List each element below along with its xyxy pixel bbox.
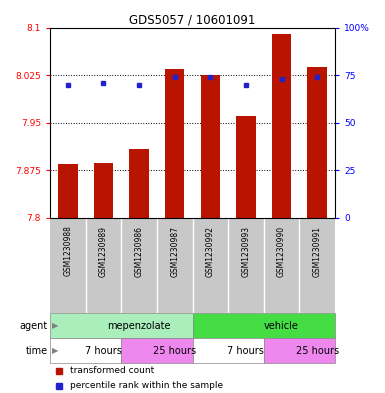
Text: ▶: ▶	[52, 346, 59, 355]
Text: GSM1230991: GSM1230991	[313, 226, 321, 277]
Bar	[192, 338, 264, 363]
Text: GSM1230992: GSM1230992	[206, 226, 215, 277]
Text: transformed count: transformed count	[70, 366, 154, 375]
Text: mepenzolate: mepenzolate	[107, 321, 171, 331]
Text: GSM1230993: GSM1230993	[241, 226, 250, 277]
Text: 7 hours: 7 hours	[228, 346, 264, 356]
Bar	[192, 313, 335, 338]
Text: 25 hours: 25 hours	[296, 346, 339, 356]
Text: 7 hours: 7 hours	[85, 346, 122, 356]
Text: 25 hours: 25 hours	[153, 346, 196, 356]
Text: GSM1230986: GSM1230986	[135, 226, 144, 277]
Bar	[50, 313, 192, 338]
Text: percentile rank within the sample: percentile rank within the sample	[70, 381, 223, 390]
Bar	[264, 338, 335, 363]
Title: GDS5057 / 10601091: GDS5057 / 10601091	[129, 13, 256, 26]
Text: GSM1230987: GSM1230987	[170, 226, 179, 277]
Bar	[165, 69, 184, 218]
Text: ▶: ▶	[52, 321, 59, 330]
Text: GSM1230988: GSM1230988	[64, 226, 72, 277]
Bar	[307, 67, 327, 218]
Text: GSM1230990: GSM1230990	[277, 226, 286, 277]
Bar	[272, 34, 291, 218]
Bar	[50, 338, 121, 363]
Text: GSM1230989: GSM1230989	[99, 226, 108, 277]
Text: vehicle: vehicle	[264, 321, 299, 331]
Bar	[94, 163, 113, 218]
Bar	[58, 164, 78, 218]
Bar	[201, 75, 220, 218]
Bar	[236, 116, 256, 218]
Text: agent: agent	[20, 321, 48, 331]
Text: time: time	[26, 346, 48, 356]
Bar	[121, 338, 192, 363]
Bar	[129, 149, 149, 218]
